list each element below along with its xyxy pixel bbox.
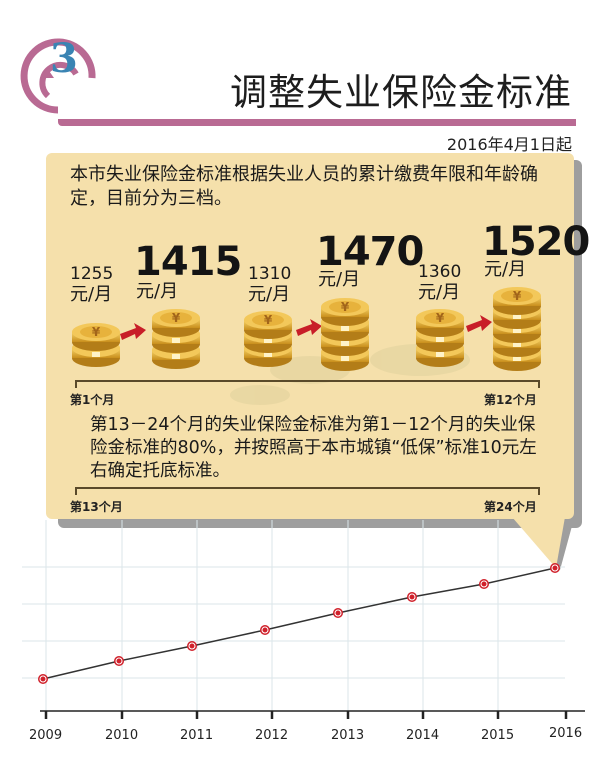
tier3-to-unit: 元/月 (484, 259, 527, 280)
range1-start-label: 第1个月 (70, 393, 115, 407)
range2-start-label: 第13个月 (70, 500, 123, 514)
tier1-to-unit: 元/月 (136, 281, 179, 302)
tier2-to-unit: 元/月 (318, 269, 361, 290)
range-tick-end (538, 380, 540, 388)
range-bar-months-1-12 (75, 380, 540, 382)
range2-tick-start (75, 487, 77, 495)
coin-illustrations: ¥ (72, 287, 541, 371)
x-axis-label: 2013 (331, 728, 365, 743)
x-axis-label: 2014 (406, 728, 440, 743)
tier2-from-value: 1310 (248, 264, 292, 284)
rule-paragraph: 第13－24个月的失业保险金标准为第1－12个月的失业保险金标准的80%，并按照… (90, 415, 537, 481)
trend-line-chart (22, 520, 585, 719)
callout-shape (46, 153, 582, 570)
x-axis-label: 2012 (255, 728, 289, 743)
intro-text: 本市失业保险金标准根据失业人员的累计缴费年限和年龄确定，目前分为三档。 (70, 164, 538, 209)
range2-end-label: 第24个月 (484, 500, 537, 514)
tier3-to-value: 1520 (482, 219, 590, 265)
tier2-from-unit: 元/月 (248, 284, 291, 305)
tier1-to-value: 1415 (134, 239, 242, 285)
tier1-from-value: 1255 (70, 264, 114, 284)
title-underline (58, 119, 576, 126)
x-axis-label: 2010 (105, 728, 139, 743)
tier3-from-value: 1360 (418, 262, 462, 282)
x-axis-label: 2016 (549, 726, 583, 741)
tier1-from-unit: 元/月 (70, 284, 113, 305)
effective-date: 2016年4月1日起 (446, 135, 572, 154)
range-tick-start (75, 380, 77, 388)
x-axis-label: 2015 (481, 728, 515, 743)
x-axis-label: 2011 (180, 728, 214, 743)
section-badge-icon (20, 38, 96, 114)
range1-end-label: 第12个月 (484, 393, 537, 407)
tier2-to-value: 1470 (316, 229, 424, 275)
range2-tick-end (538, 487, 540, 495)
badge-number: 3 (50, 35, 78, 82)
range-bar-months-13-24 (75, 487, 540, 489)
x-axis-label: 2009 (29, 728, 63, 743)
tier3-from-unit: 元/月 (418, 282, 461, 303)
page-title: 调整失业保险金标准 (230, 71, 572, 114)
